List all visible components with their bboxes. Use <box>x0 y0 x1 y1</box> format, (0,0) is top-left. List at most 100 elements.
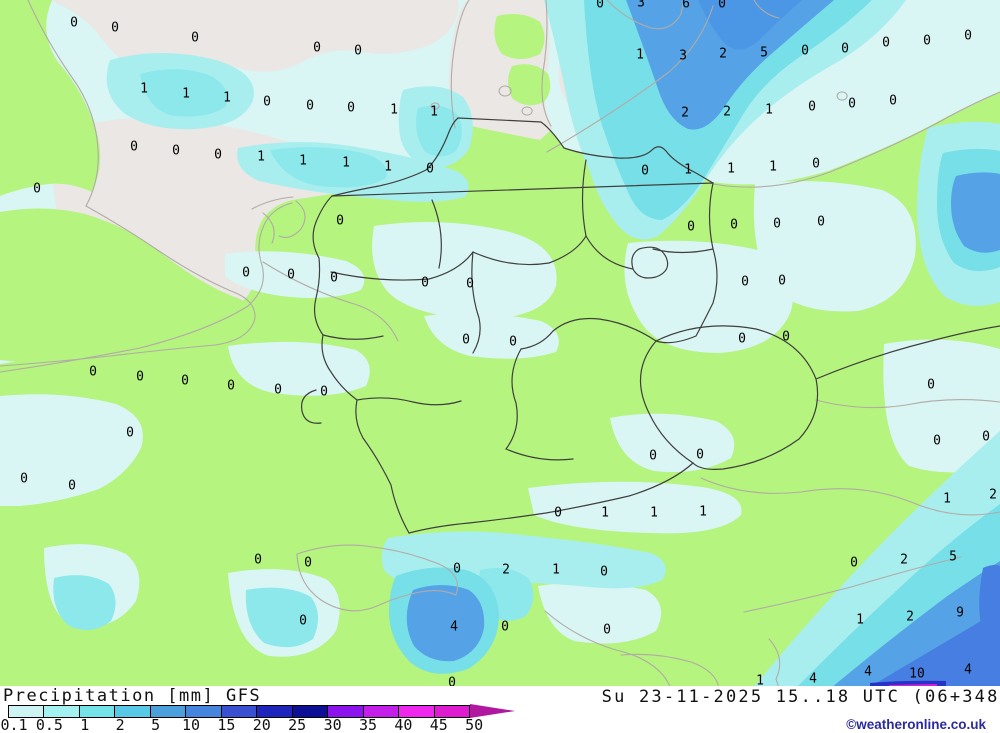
legend-tick-label: 50 <box>465 716 484 733</box>
precip-value-label: 0 <box>778 273 786 289</box>
legend-color-segment <box>399 706 435 717</box>
legend-color-segment <box>221 706 258 717</box>
legend-footer: Precipitation [mm] GFS Su 23-11-2025 15.… <box>0 686 1000 733</box>
precip-value-label: 0 <box>466 276 474 292</box>
precip-value-label: 1 <box>223 90 231 106</box>
precip-value-label: 0 <box>596 0 604 12</box>
precip-value-label: 4 <box>864 664 872 680</box>
precip-value-label: 0 <box>649 448 657 464</box>
precip-value-label: 0 <box>850 555 858 571</box>
precip-value-label: 0 <box>554 505 562 521</box>
precip-value-label: 0 <box>347 100 355 116</box>
legend-color-segment <box>363 706 400 717</box>
precip-value-label: 0 <box>181 373 189 389</box>
precip-value-label: 1 <box>430 104 438 120</box>
precip-value-label: 0 <box>20 471 28 487</box>
precip-value-label: 1 <box>257 149 265 165</box>
land-areas <box>0 0 1000 688</box>
legend-tick-label: 0.1 <box>0 716 28 733</box>
legend-tick-label: 1 <box>80 716 90 733</box>
precip-value-label: 3 <box>679 48 687 64</box>
precip-value-label: 0 <box>242 265 250 281</box>
precip-value-label: 0 <box>782 329 790 345</box>
precip-value-label: 0 <box>287 267 295 283</box>
precip-value-label: 0 <box>741 274 749 290</box>
precip-value-label: 2 <box>723 104 731 120</box>
precip-value-label: 1 <box>756 673 764 688</box>
precip-value-label: 0 <box>70 15 78 31</box>
precip-value-label: 1 <box>342 155 350 171</box>
legend-tick-label: 30 <box>323 716 342 733</box>
precip-value-label: 0 <box>718 0 726 12</box>
precip-value-label: 0 <box>214 147 222 163</box>
precip-value-label: 0 <box>33 181 41 197</box>
precip-value-label: 0 <box>882 35 890 51</box>
precip-value-label: 0 <box>773 216 781 232</box>
legend-color-segment <box>150 706 187 717</box>
precip-value-label: 0 <box>817 214 825 230</box>
legend-tick-label: 15 <box>217 716 236 733</box>
precip-value-label: 0 <box>306 98 314 114</box>
precip-value-label: 0 <box>501 619 509 635</box>
precip-value-label: 0 <box>263 94 271 110</box>
precip-value-label: 4 <box>809 671 817 687</box>
precip-value-label: 0 <box>889 93 897 109</box>
legend-color-segment <box>292 706 329 717</box>
legend-color-segment <box>79 706 116 717</box>
copyright-link[interactable]: ©weatheronline.co.uk <box>846 717 986 732</box>
precip-value-label: 0 <box>227 378 235 394</box>
precip-value-label: 1 <box>684 162 692 178</box>
legend-color-segment <box>186 706 222 717</box>
heavy-precip-areas <box>406 0 1000 688</box>
precip-value-label: 0 <box>927 377 935 393</box>
precip-value-label: 5 <box>949 549 957 565</box>
precip-value-label: 0 <box>453 561 461 577</box>
legend-tick-label: 2 <box>115 716 125 733</box>
precip-value-label: 0 <box>111 20 119 36</box>
precip-value-label: 0 <box>812 156 820 172</box>
precip-value-label: 0 <box>304 555 312 571</box>
precip-value-label: 4 <box>964 662 972 678</box>
precip-value-label: 0 <box>808 99 816 115</box>
precip-value-label: 2 <box>989 487 997 503</box>
precip-value-label: 1 <box>769 159 777 175</box>
precip-value-label: 0 <box>421 275 429 291</box>
precip-value-label: 0 <box>274 382 282 398</box>
precip-value-label: 0 <box>509 334 517 350</box>
precip-value-label: 0 <box>801 43 809 59</box>
precip-value-label: 1 <box>552 562 560 578</box>
precip-value-label: 0 <box>641 163 649 179</box>
legend-arrow-icon <box>470 704 515 718</box>
precip-value-label: 0 <box>462 332 470 348</box>
precip-value-label: 2 <box>719 46 727 62</box>
precip-value-label: 0 <box>738 331 746 347</box>
legend-tick-label: 5 <box>151 716 161 733</box>
precip-value-label: 2 <box>681 105 689 121</box>
precip-value-label: 0 <box>130 139 138 155</box>
legend-tick-label: 0.5 <box>35 716 63 733</box>
precip-value-label: 0 <box>600 564 608 580</box>
light-precip-areas <box>0 181 1000 657</box>
precip-value-label: 0 <box>687 219 695 235</box>
precip-value-labels: 0 3 6 0 0 0 0 0 0 1 3 2 5 0 0 0 0 0 1 1 1 0 0 0 1 1 2 2 1 0 0 0 0 0 0 1 1 1 1 0… <box>20 0 997 689</box>
precip-value-label: 0 <box>354 43 362 59</box>
precip-value-label: 1 <box>765 102 773 118</box>
legend-color-segment <box>115 706 151 717</box>
precip-value-label: 0 <box>923 33 931 49</box>
precip-value-label: 1 <box>384 159 392 175</box>
precip-value-label: 0 <box>841 41 849 57</box>
map-canvas <box>0 0 1000 688</box>
precip-value-label: 2 <box>502 562 510 578</box>
legend-color-segment <box>9 706 45 717</box>
precip-value-label: 3 <box>637 0 645 11</box>
precip-value-label: 0 <box>848 96 856 112</box>
legend-color-segment <box>44 706 80 717</box>
forecast-datetime: Su 23-11-2025 15..18 UTC (06+348) <box>601 687 1000 707</box>
precip-value-label: 1 <box>140 81 148 97</box>
precip-value-label: 1 <box>856 612 864 628</box>
precip-value-label: 0 <box>448 675 456 689</box>
precip-value-label: 0 <box>126 425 134 441</box>
precip-value-label: 6 <box>682 0 690 12</box>
precip-value-label: 1 <box>299 153 307 169</box>
